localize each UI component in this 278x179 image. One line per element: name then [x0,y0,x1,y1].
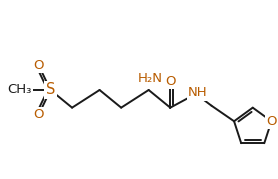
Text: O: O [33,108,44,121]
Text: H₂N: H₂N [138,72,163,85]
Text: CH₃: CH₃ [7,83,31,96]
Text: S: S [46,83,55,98]
Text: O: O [266,115,277,128]
Text: NH: NH [188,86,208,100]
Text: O: O [33,59,44,72]
Text: O: O [165,75,175,88]
